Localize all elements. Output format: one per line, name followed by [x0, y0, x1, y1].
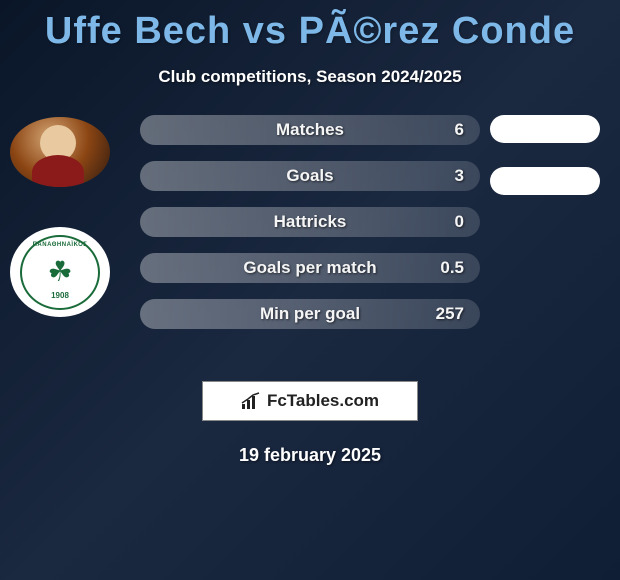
stat-row-goals: Goals 3 — [140, 161, 480, 191]
page-title: Uffe Bech vs PÃ©rez Conde — [0, 0, 620, 53]
shamrock-icon: ☘ — [47, 258, 72, 286]
player1-avatar — [10, 117, 110, 187]
subtitle: Club competitions, Season 2024/2025 — [0, 67, 620, 87]
stat-row-matches: Matches 6 — [140, 115, 480, 145]
pill-goals — [490, 167, 600, 195]
stat-value: 6 — [455, 120, 464, 140]
stat-label: Min per goal — [260, 304, 360, 324]
stat-value: 0.5 — [440, 258, 464, 278]
stat-value: 3 — [455, 166, 464, 186]
content-area: ΠΑΝΑΘΗΝΑΪΚΟΣ ☘ 1908 Matches 6 Goals 3 Ha… — [0, 117, 620, 377]
pill-matches — [490, 115, 600, 143]
right-pills-column — [490, 115, 600, 219]
chart-icon — [241, 392, 261, 410]
stat-value: 0 — [455, 212, 464, 232]
player2-club-badge: ΠΑΝΑΘΗΝΑΪΚΟΣ ☘ 1908 — [10, 227, 110, 317]
club-badge-inner: ΠΑΝΑΘΗΝΑΪΚΟΣ ☘ 1908 — [20, 235, 100, 310]
player-icons-column: ΠΑΝΑΘΗΝΑΪΚΟΣ ☘ 1908 — [10, 117, 120, 317]
stat-row-goals-per-match: Goals per match 0.5 — [140, 253, 480, 283]
badge-top-text: ΠΑΝΑΘΗΝΑΪΚΟΣ — [33, 242, 88, 248]
branding-text: FcTables.com — [267, 391, 379, 411]
stat-value: 257 — [436, 304, 464, 324]
branding-badge[interactable]: FcTables.com — [202, 381, 418, 421]
stat-label: Hattricks — [274, 212, 347, 232]
badge-bottom-text: 1908 — [51, 291, 69, 300]
stat-label: Goals per match — [243, 258, 376, 278]
stats-column: Matches 6 Goals 3 Hattricks 0 Goals per … — [140, 115, 480, 345]
stat-label: Matches — [276, 120, 344, 140]
stat-label: Goals — [286, 166, 333, 186]
date-text: 19 february 2025 — [0, 445, 620, 466]
stat-row-min-per-goal: Min per goal 257 — [140, 299, 480, 329]
stat-row-hattricks: Hattricks 0 — [140, 207, 480, 237]
